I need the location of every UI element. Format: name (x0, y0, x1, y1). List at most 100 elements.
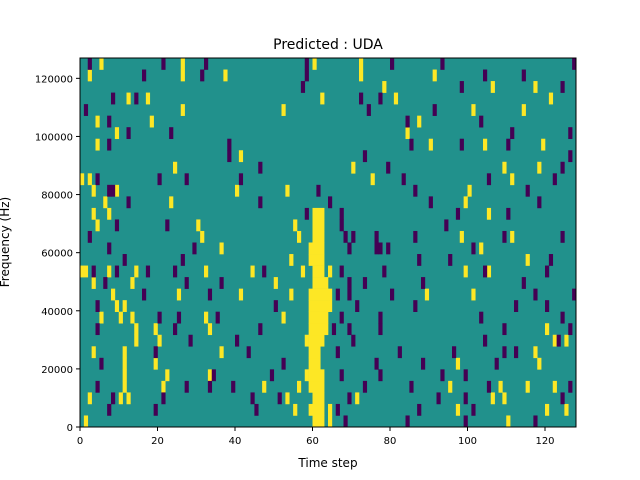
heatmap-cell-low (405, 415, 410, 428)
heatmap-cell-high (114, 300, 120, 312)
heatmap-cell-low (95, 300, 100, 312)
heatmap-cell-low (200, 69, 205, 82)
heatmap-cell-high (564, 334, 569, 347)
heatmap-cell-low (126, 127, 131, 140)
heatmap-cell-low (161, 392, 166, 405)
x-tick-label: 20 (151, 436, 164, 447)
x-axis-label: Time step (297, 456, 357, 470)
heatmap-cell-low (114, 219, 120, 232)
heatmap-cell-low (374, 230, 379, 243)
heatmap-cell-high (308, 334, 325, 347)
heatmap-cell-low (107, 403, 112, 416)
heatmap-cell-high (180, 104, 185, 116)
x-tick-label: 40 (229, 436, 242, 447)
heatmap-cell-low (556, 334, 561, 347)
heatmap-cell-high (281, 311, 286, 324)
heatmap-cell-high (351, 161, 356, 174)
heatmap-cell-high (219, 242, 224, 255)
heatmap-cell-low (235, 334, 240, 347)
heatmap-cell-high (463, 265, 468, 278)
heatmap-cell-high (223, 69, 228, 82)
heatmap-cell-low (142, 69, 147, 82)
heatmap-cell-low (525, 184, 530, 197)
heatmap-cell-low (479, 115, 484, 128)
heatmap-cell-high (83, 415, 89, 428)
heatmap-cell-low (335, 288, 340, 301)
heatmap-cell-low (153, 346, 158, 359)
heatmap-background (80, 58, 576, 427)
heatmap-cell-high (95, 219, 100, 232)
heatmap-cell-high (207, 323, 213, 336)
heatmap-cell-high (308, 403, 325, 416)
heatmap-cell-high (114, 127, 120, 140)
heatmap-cell-low (347, 242, 352, 255)
heatmap-cell-high (83, 265, 89, 278)
heatmap-cell-low (421, 277, 426, 289)
heatmap-cell-high (169, 196, 174, 209)
heatmap-cell-low (560, 81, 565, 93)
heatmap-cell-low (95, 173, 100, 186)
heatmap-cell-low (405, 115, 410, 128)
heatmap-cell-low (111, 184, 116, 197)
heatmap-cell-high (289, 254, 294, 266)
heatmap-cell-low (506, 138, 511, 151)
heatmap-cell-low (483, 265, 488, 278)
heatmap-cell-low (335, 346, 340, 359)
heatmap-cell-high (145, 92, 151, 105)
heatmap-cell-high (552, 334, 557, 347)
heatmap-cell-low (428, 196, 433, 209)
heatmap-cell-low (502, 230, 507, 243)
y-tick-label: 40000 (41, 307, 73, 318)
heatmap-cell-high (312, 219, 325, 232)
heatmap-cell-low (134, 92, 139, 105)
heatmap-cell-high (459, 230, 464, 243)
heatmap-cell-low (421, 357, 426, 370)
heatmap-cell-high (455, 357, 461, 370)
heatmap-cell-low (452, 346, 457, 359)
heatmap-cell-high (533, 81, 538, 93)
heatmap-cell-low (204, 58, 209, 70)
heatmap-cell-low (378, 323, 383, 336)
heatmap-cell-low (455, 207, 461, 220)
heatmap-cell-high (548, 92, 554, 105)
heatmap-cell-low (339, 369, 344, 382)
heatmap-cell-high (308, 380, 325, 393)
heatmap-cell-low (87, 58, 92, 70)
heatmap-cell-high (359, 69, 364, 82)
heatmap-cell-high (176, 288, 182, 301)
heatmap-cell-low (510, 127, 515, 140)
heatmap-cell-high (312, 277, 329, 289)
heatmap-cell-low (273, 300, 278, 312)
heatmap-cell-high (510, 230, 515, 243)
heatmap-cell-low (417, 403, 422, 416)
heatmap-cell-low (277, 392, 282, 405)
heatmap-cell-high (564, 403, 569, 416)
heatmap-cell-high (297, 380, 302, 393)
heatmap-cell-low (347, 277, 352, 289)
heatmap-cell-high (463, 196, 468, 209)
heatmap-cell-high (99, 311, 104, 324)
heatmap-cell-low (107, 184, 112, 197)
heatmap-cell-high (204, 311, 209, 324)
heatmap-cell-high (479, 242, 484, 255)
heatmap-cell-low (560, 311, 565, 324)
heatmap-cell-low (304, 69, 309, 82)
heatmap-cell-high (118, 392, 123, 405)
heatmap-cell-low (413, 230, 418, 243)
heatmap-cell-low (142, 288, 147, 301)
heatmap-cell-low (188, 334, 193, 347)
heatmap-cell-low (107, 138, 112, 151)
heatmap-cell-high (219, 346, 224, 359)
heatmap-cell-high (149, 115, 154, 128)
heatmap-cell-low (207, 288, 213, 301)
heatmap-cell-low (568, 380, 573, 393)
heatmap-cell-high (122, 357, 127, 370)
heatmap-cell-high (312, 58, 317, 70)
heatmap-cell-high (552, 380, 557, 393)
heatmap-cell-low (483, 69, 488, 82)
heatmap-cell-low (83, 104, 89, 116)
heatmap-cell-high (537, 357, 542, 370)
heatmap-cell-low (548, 254, 554, 266)
heatmap-cell-high (432, 69, 437, 82)
heatmap-cell-high (312, 392, 325, 405)
